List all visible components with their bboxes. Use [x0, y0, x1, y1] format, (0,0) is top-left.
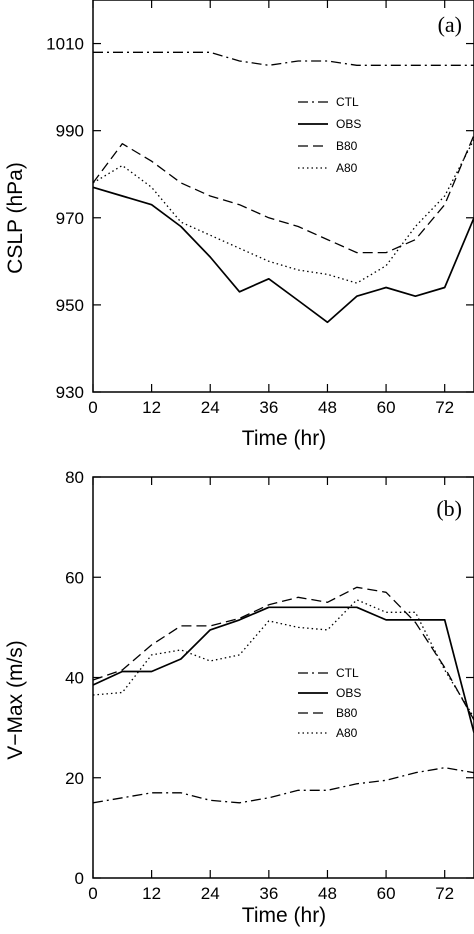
series-line-a80 [92, 599, 474, 718]
y-tick-label: 0 [75, 869, 84, 888]
y-tick-label: 1010 [46, 35, 84, 54]
panel-b-y-axis-title: V−Max (m/s) [4, 640, 27, 760]
x-tick-label: 12 [142, 398, 161, 417]
legend-label-obs: OBS [336, 117, 361, 131]
legend-label-a80: A80 [336, 726, 358, 740]
x-tick-label: 24 [201, 398, 220, 417]
series-line-ctl [93, 51, 474, 66]
series-line-ctl [92, 767, 474, 804]
y-tick-label: 930 [56, 383, 84, 402]
y-tick-label: 990 [56, 122, 84, 141]
x-tick-label: 0 [88, 884, 97, 903]
y-tick-label: 40 [65, 669, 84, 688]
panel-a-label: (a) [438, 12, 462, 37]
x-tick-label: 72 [435, 398, 454, 417]
legend-label-b80: B80 [336, 706, 358, 720]
panel-a: (a) Time (hr) CSLP (hPa) 0 12 24 36 48 60 72 93… [4, 0, 474, 450]
series-line-b80 [92, 134, 474, 254]
legend-label-obs: OBS [336, 686, 361, 700]
series-line-a80 [92, 139, 474, 284]
x-tick-label: 48 [318, 398, 337, 417]
series-line-b80 [92, 586, 474, 721]
panel-a-x-axis-title: Time (hr) [242, 427, 326, 450]
legend-label-ctl: CTL [336, 95, 359, 109]
x-tick-label: 24 [201, 884, 220, 903]
y-tick-label: 950 [56, 296, 84, 315]
y-tick-label: 80 [65, 468, 84, 487]
panel-b: (b) Time (hr) V−Max (m/s) 0 12 24 36 48 60 72 0… [4, 468, 474, 927]
plot-frame [92, 0, 474, 393]
panel-a-y-axis-title: CSLP (hPa) [4, 162, 27, 274]
panel-b-label: (b) [436, 496, 462, 521]
series-line-obs [92, 606, 474, 733]
legend-label-ctl: CTL [336, 666, 359, 680]
x-tick-label: 48 [318, 884, 337, 903]
x-tick-label: 36 [259, 884, 278, 903]
panel-b-x-axis-title: Time (hr) [242, 904, 326, 927]
x-tick-label: 36 [259, 398, 278, 417]
x-tick-label: 0 [88, 398, 97, 417]
legend-label-b80: B80 [336, 139, 358, 153]
x-tick-label: 72 [435, 884, 454, 903]
x-tick-label: 12 [142, 884, 161, 903]
y-tick-label: 20 [65, 769, 84, 788]
series-line-obs [92, 186, 474, 324]
x-tick-label: 60 [377, 398, 396, 417]
legend-label-a80: A80 [336, 161, 358, 175]
y-tick-label: 970 [56, 209, 84, 228]
y-tick-label: 60 [65, 568, 84, 587]
x-tick-label: 60 [377, 884, 396, 903]
